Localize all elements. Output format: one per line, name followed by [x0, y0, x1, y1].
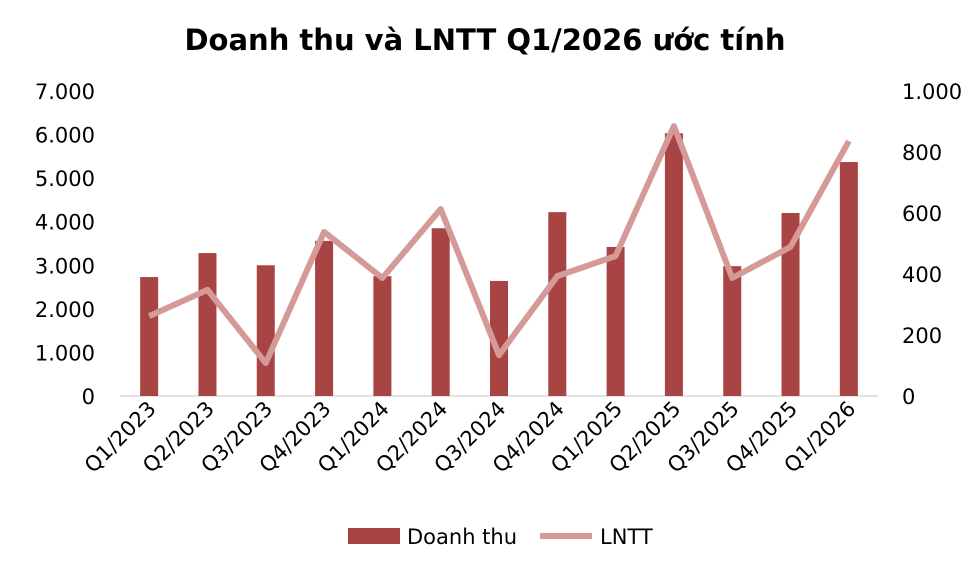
left-axis-tick-label: 1.000 — [35, 341, 95, 365]
right-axis-tick-label: 1.000 — [902, 80, 962, 104]
left-axis-tick-label: 5.000 — [35, 167, 95, 191]
legend: Doanh thu LNTT — [348, 525, 653, 549]
left-axis-tick-label: 4.000 — [35, 211, 95, 235]
bar-doanh-thu — [723, 266, 742, 396]
left-axis-tick-label: 0 — [82, 385, 95, 409]
right-axis-tick-label: 400 — [902, 263, 942, 287]
right-axis-tick-label: 600 — [902, 202, 942, 226]
bar-doanh-thu — [315, 240, 334, 396]
bar-doanh-thu — [664, 133, 683, 396]
bar-doanh-thu — [256, 265, 275, 396]
bar-doanh-thu — [839, 162, 858, 396]
legend-swatch-doanh-thu — [348, 528, 400, 544]
bar-doanh-thu — [606, 246, 625, 396]
left-axis-tick-label: 3.000 — [35, 254, 95, 278]
series-line-lntt — [147, 123, 852, 367]
left-axis-tick-label: 7.000 — [35, 80, 95, 104]
bar-doanh-thu — [781, 213, 800, 396]
legend-label-lntt: LNTT — [600, 525, 653, 549]
chart-title: Doanh thu và LNTT Q1/2026 ước tính — [184, 23, 785, 57]
left-axis-tick-label: 2.000 — [35, 298, 95, 322]
bar-doanh-thu — [140, 277, 159, 396]
right-axis-tick-label: 800 — [902, 141, 942, 165]
bar-doanh-thu — [198, 253, 217, 396]
bar-doanh-thu — [548, 212, 567, 396]
bar-doanh-thu — [490, 280, 508, 396]
legend-label-doanh-thu: Doanh thu — [407, 525, 517, 549]
bar-doanh-thu — [373, 276, 392, 396]
right-axis-tick-label: 0 — [902, 385, 915, 409]
right-axis-tick-label: 200 — [902, 324, 942, 348]
left-axis-tick-label: 6.000 — [35, 124, 95, 148]
bar-doanh-thu — [431, 228, 450, 396]
